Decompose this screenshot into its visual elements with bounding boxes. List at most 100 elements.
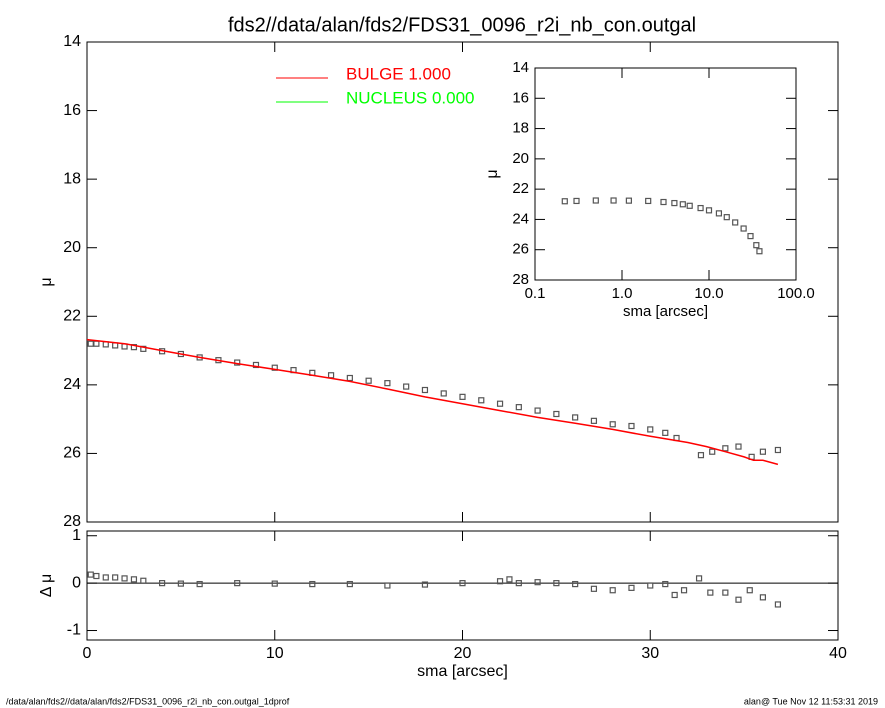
data-point [384, 582, 391, 589]
y-tick-label: 26 [512, 241, 529, 258]
data-point [609, 421, 616, 428]
y-tick-label: 14 [63, 33, 81, 50]
data-point [774, 446, 782, 454]
data-point [609, 587, 616, 594]
x-tick-label: 0 [83, 645, 92, 662]
data-point [628, 584, 635, 591]
data-point [196, 580, 203, 588]
data-point [590, 417, 598, 424]
data-point [252, 361, 260, 369]
data-point [459, 393, 466, 400]
data-point [309, 580, 316, 588]
y-tick-label: 26 [63, 445, 81, 462]
data-point [534, 579, 541, 586]
data-point [573, 197, 580, 205]
y-tick-label: 24 [512, 210, 529, 227]
data-point [421, 581, 429, 588]
x-tick-label: 0.1 [525, 285, 546, 302]
y-axis-label: Δ μ [38, 574, 55, 597]
data-point [695, 575, 703, 582]
data-point [271, 580, 278, 587]
data-point [365, 377, 372, 384]
data-point [515, 580, 522, 587]
x-tick-label: 40 [829, 645, 847, 662]
x-tick-label: 30 [641, 645, 659, 662]
data-point [177, 580, 184, 587]
y-tick-label: 18 [512, 120, 529, 137]
data-point [707, 589, 714, 596]
data-point [553, 580, 560, 587]
data-point [625, 197, 632, 204]
data-point [121, 575, 128, 582]
data-point [774, 601, 782, 608]
data-point [679, 201, 686, 208]
data-point [506, 576, 513, 583]
data-point [662, 580, 669, 588]
data-point [561, 198, 568, 205]
y-tick-label: 22 [63, 308, 81, 325]
data-point [697, 204, 704, 212]
y-tick-label: 22 [512, 180, 529, 197]
data-point [553, 410, 560, 418]
data-point [732, 219, 739, 226]
data-point [671, 199, 678, 207]
footer-left: /data/alan/fds2//data/alan/fds2/FDS31_00… [6, 696, 290, 706]
data-point [722, 445, 729, 452]
data-point [496, 578, 504, 585]
data-point [515, 404, 522, 411]
data-point [735, 443, 742, 450]
data-point [112, 574, 119, 581]
data-point [93, 572, 100, 580]
y-tick-label: 1 [72, 527, 81, 544]
data-point [459, 580, 466, 587]
x-axis-label: sma [arcsec] [417, 663, 508, 680]
data-point [346, 580, 353, 588]
y-tick-label: 16 [512, 89, 529, 106]
data-point [759, 594, 767, 601]
data-point [234, 580, 241, 587]
y-tick-label: 20 [512, 150, 529, 167]
data-point [686, 202, 693, 209]
x-axis-label: sma [arcsec] [623, 303, 708, 320]
data-point [671, 591, 678, 599]
data-point [403, 383, 410, 390]
plot-frame [534, 67, 797, 281]
data-point [140, 577, 147, 584]
y-tick-label: 28 [63, 513, 81, 530]
footer-right: alan@ Tue Nov 12 11:53:31 2019 [744, 696, 878, 706]
data-point [628, 422, 635, 430]
legend-label: NUCLEUS 0.000 [346, 88, 475, 107]
y-tick-label: -1 [67, 622, 81, 639]
data-point [645, 197, 652, 205]
y-tick-label: 20 [63, 239, 81, 256]
data-point [534, 407, 541, 414]
data-point [421, 386, 429, 394]
x-tick-label: 10.0 [694, 285, 723, 302]
data-point [572, 580, 579, 588]
y-tick-label: 28 [512, 271, 529, 288]
data-point [346, 374, 353, 382]
data-point [759, 448, 767, 455]
y-tick-label: 0 [72, 574, 81, 591]
data-point [756, 248, 763, 255]
data-point [662, 429, 669, 436]
data-point [271, 364, 278, 371]
data-point [746, 587, 753, 594]
model-line [86, 338, 779, 466]
data-point [590, 585, 598, 592]
data-point [140, 345, 147, 352]
data-point [159, 580, 166, 587]
data-point [705, 207, 713, 214]
data-point [647, 582, 654, 589]
x-tick-label: 100.0 [777, 285, 815, 302]
data-point [592, 197, 599, 204]
data-point [384, 380, 391, 387]
legend-label: BULGE 1.000 [346, 64, 451, 83]
data-point [723, 214, 730, 221]
chart-title: fds2//data/alan/fds2/FDS31_0096_r2i_nb_c… [228, 14, 696, 36]
data-point [478, 397, 485, 404]
data-point [697, 452, 705, 459]
data-point [647, 426, 654, 433]
data-point [102, 574, 109, 581]
